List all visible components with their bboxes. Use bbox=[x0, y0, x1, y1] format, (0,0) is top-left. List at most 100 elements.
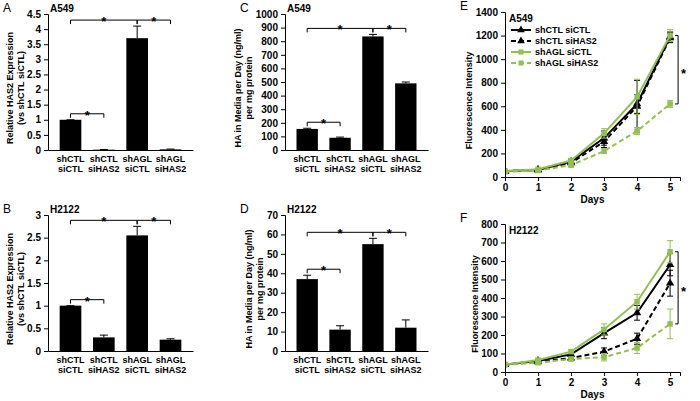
y-axis-tick: 700 bbox=[481, 237, 505, 248]
x-axis: shCTLsiCTLshCTLsiHAS2shAGLsiCTLshAGLsiHA… bbox=[49, 351, 194, 375]
error-bar-cap bbox=[667, 100, 673, 101]
y-axis-tick: 1.5 bbox=[27, 99, 48, 110]
y-axis-tick-mark bbox=[281, 254, 285, 255]
x-axis-tick: shAGLsiHAS2 bbox=[155, 150, 187, 174]
y-axis-tick-label: 0 bbox=[272, 145, 278, 156]
y-axis-tick-mark bbox=[44, 29, 48, 30]
x-axis: 012345 bbox=[503, 372, 681, 388]
bar bbox=[297, 279, 318, 351]
error-bar-stem bbox=[372, 238, 373, 244]
y-axis-tick-mark bbox=[44, 215, 48, 216]
x-axis-tick: 1 bbox=[536, 177, 542, 193]
y-axis-tick-label: 1.5 bbox=[27, 278, 41, 289]
error-bar-cap bbox=[601, 323, 607, 324]
marker bbox=[535, 360, 540, 365]
error-bar-cap bbox=[100, 335, 108, 336]
y-axis-tick: 0 bbox=[35, 145, 48, 156]
y-axis-tick-mark bbox=[281, 68, 285, 69]
error-bar-cap bbox=[634, 353, 640, 354]
error-bar-cap bbox=[303, 128, 311, 129]
x-axis-tick-mark bbox=[637, 177, 638, 181]
x-axis-tick-mark bbox=[604, 177, 605, 181]
line bbox=[505, 324, 670, 365]
error-bar bbox=[303, 128, 311, 130]
annotation: * bbox=[681, 284, 687, 299]
y-axis-tick-mark bbox=[281, 150, 285, 151]
x-axis-tick-label: shAGLsiCTL bbox=[122, 355, 152, 375]
y-axis-tick: 2.5 bbox=[27, 69, 48, 80]
y-axis-tick-mark bbox=[281, 293, 285, 294]
panel-label: E bbox=[460, 0, 468, 13]
line bbox=[505, 104, 670, 172]
marker bbox=[601, 354, 606, 359]
error-bar-cap bbox=[402, 82, 410, 83]
x-axis-tick-label: shAGLsiHAS2 bbox=[390, 355, 422, 375]
x-axis-tick-label-line: siHAS2 bbox=[88, 365, 120, 375]
x-axis-tick-label-line: siCTL bbox=[360, 164, 386, 174]
error-bar-cap bbox=[601, 335, 607, 336]
y-axis-tick: 3 bbox=[35, 54, 48, 65]
series bbox=[505, 241, 673, 368]
x-axis-tick-label-line: siCTL bbox=[295, 164, 321, 174]
marker bbox=[633, 308, 641, 315]
y-axis-tick-mark bbox=[501, 177, 505, 178]
y-axis-tick-label: 100 bbox=[261, 131, 278, 142]
line bbox=[505, 283, 670, 364]
x-axis-tick: 0 bbox=[503, 177, 509, 193]
panel-label: A bbox=[3, 1, 11, 15]
annotation: * bbox=[321, 263, 327, 278]
x-axis-tick-mark bbox=[637, 372, 638, 376]
annotation: * bbox=[101, 214, 107, 229]
series bbox=[505, 33, 674, 173]
x-axis-tick-label: 3 bbox=[602, 377, 608, 388]
x-axis-tick-label: 0 bbox=[503, 182, 509, 193]
bar bbox=[362, 244, 383, 351]
x-axis-title: Days bbox=[581, 194, 605, 205]
bar bbox=[60, 120, 82, 150]
x-axis-tick: shCTLsiCTL bbox=[293, 150, 322, 174]
y-axis-tick: 3.5 bbox=[27, 39, 48, 50]
x-axis-tick: 4 bbox=[635, 177, 641, 193]
panel: 0200400600800100012001400012345DaysFluor… bbox=[460, 0, 687, 205]
x-axis-tick-label: shAGLsiHAS2 bbox=[390, 154, 422, 174]
x-axis-tick: shCTLsiCTL bbox=[293, 351, 322, 375]
y-axis-title: per mg protein bbox=[255, 257, 265, 320]
error-bar-cap bbox=[667, 296, 673, 297]
plot-area bbox=[505, 241, 674, 368]
x-axis-tick-label-line: shCTL bbox=[90, 154, 119, 164]
error-bar bbox=[402, 82, 410, 83]
x-axis-line bbox=[506, 373, 681, 377]
y-axis-tick-mark bbox=[501, 372, 505, 373]
y-axis-tick-mark bbox=[281, 96, 285, 97]
x-axis-tick-mark bbox=[505, 372, 506, 376]
x-axis-tick: 5 bbox=[668, 177, 674, 193]
annotation: * bbox=[151, 214, 157, 229]
y-axis-tick: 800 bbox=[481, 219, 505, 230]
y-axis-tick: 10 bbox=[267, 326, 285, 337]
marker bbox=[601, 148, 606, 153]
x-axis-tick-mark bbox=[538, 372, 539, 376]
y-axis-tick-mark bbox=[281, 234, 285, 235]
y-axis-tick-label: 1 bbox=[35, 114, 41, 125]
x-axis-title: Days bbox=[581, 389, 605, 400]
x-axis-tick-label: 5 bbox=[668, 377, 674, 388]
y-axis-tick-label: 50 bbox=[267, 249, 279, 260]
y-axis-tick-mark bbox=[44, 74, 48, 75]
x-axis-tick: shAGLsiCTL bbox=[122, 351, 152, 375]
y-axis-tick-mark bbox=[501, 130, 505, 131]
x-axis-tick-mark bbox=[505, 177, 506, 181]
y-axis-title: (vs shCTL siCTL) bbox=[16, 252, 26, 326]
error-bar-cap bbox=[601, 138, 607, 139]
y-axis-tick-mark bbox=[44, 306, 48, 307]
x-axis-line bbox=[286, 150, 429, 151]
bar bbox=[395, 83, 416, 150]
y-axis-tick-label: 700 bbox=[261, 50, 278, 61]
y-axis: 0200400600800100012001400 bbox=[476, 7, 506, 183]
y-axis-tick: 1200 bbox=[476, 30, 505, 41]
legend-entry: shCTL siCTL bbox=[511, 25, 591, 35]
x-axis-tick-label-line: shCTL bbox=[90, 355, 119, 365]
y-axis-tick-label: 0 bbox=[272, 346, 278, 357]
marker bbox=[634, 299, 639, 304]
marker bbox=[666, 278, 674, 285]
x-axis-tick: shAGLsiCTL bbox=[122, 150, 152, 174]
